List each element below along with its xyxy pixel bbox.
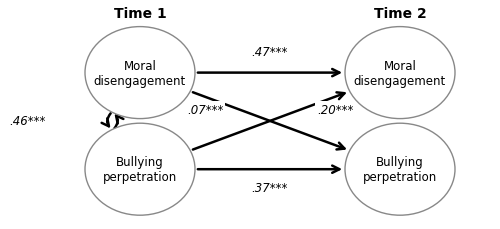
Ellipse shape bbox=[345, 27, 455, 119]
Ellipse shape bbox=[85, 27, 195, 119]
Text: .47***: .47*** bbox=[252, 46, 288, 59]
Text: Moral
disengagement: Moral disengagement bbox=[354, 59, 446, 87]
Ellipse shape bbox=[85, 124, 195, 215]
Text: .07***: .07*** bbox=[187, 104, 223, 116]
Text: Bullying
perpetration: Bullying perpetration bbox=[103, 155, 177, 183]
Text: .37***: .37*** bbox=[252, 181, 288, 194]
Text: Time 1: Time 1 bbox=[114, 7, 166, 21]
Text: Bullying
perpetration: Bullying perpetration bbox=[363, 155, 437, 183]
Text: Moral
disengagement: Moral disengagement bbox=[94, 59, 186, 87]
Text: .46***: .46*** bbox=[10, 115, 46, 128]
Text: Time 2: Time 2 bbox=[374, 7, 426, 21]
Text: .20***: .20*** bbox=[317, 104, 353, 116]
Ellipse shape bbox=[345, 124, 455, 215]
